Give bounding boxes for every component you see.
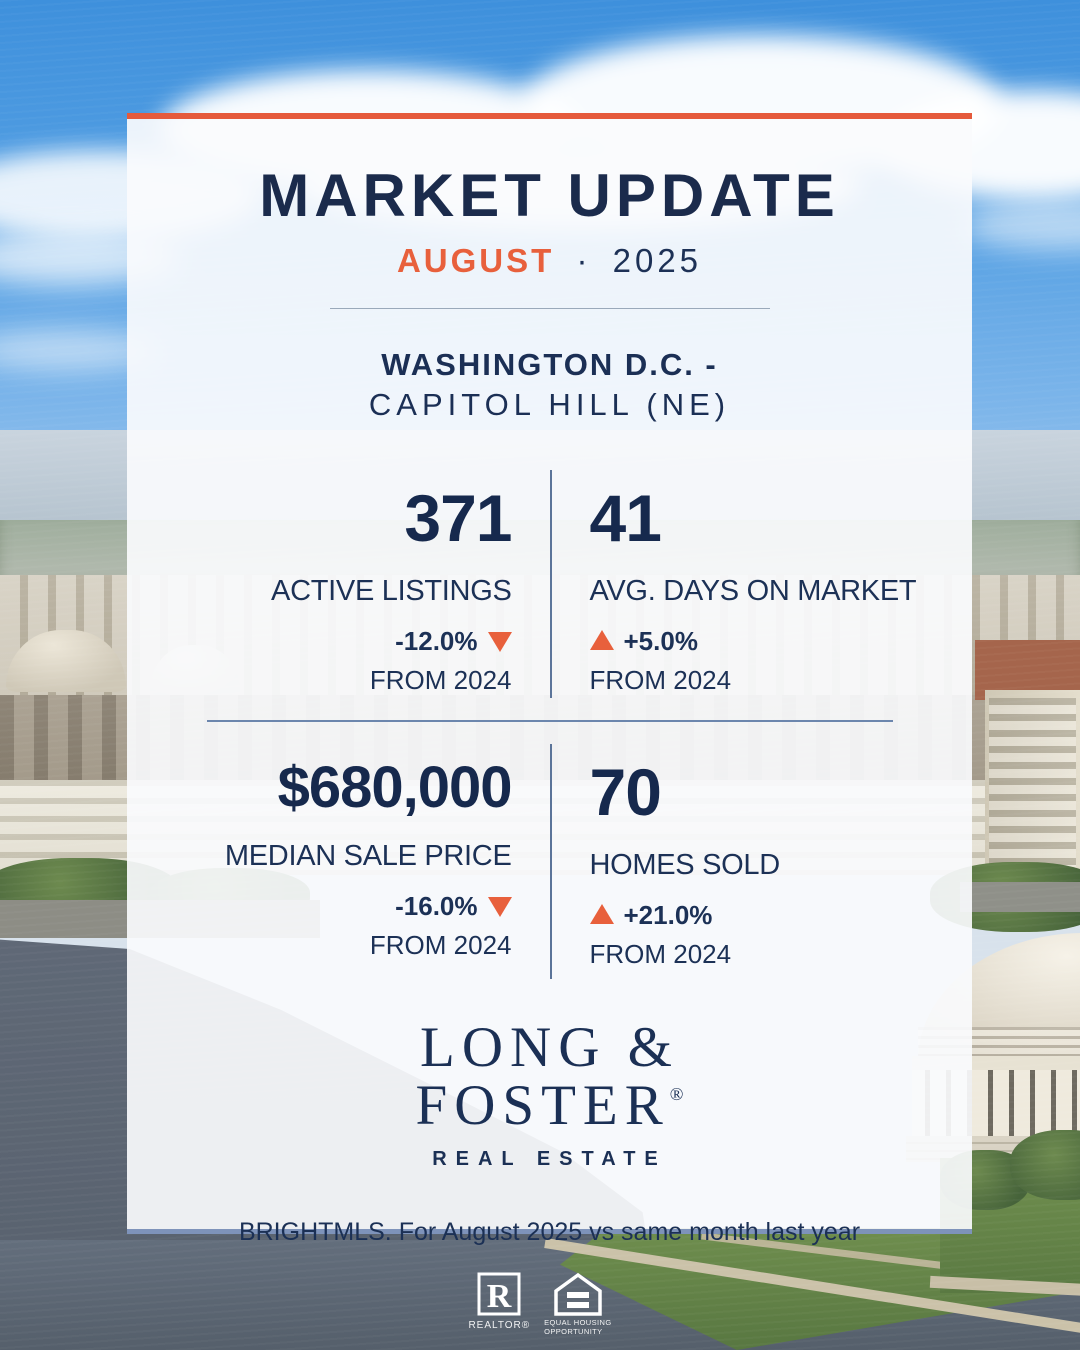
stat-comparison: FROM 2024 (589, 664, 732, 695)
down-triangle-icon (487, 897, 512, 918)
stat-change: -16.0% (127, 891, 512, 922)
stats-row-top: 371 ACTIVE LISTINGS -12.0% FROM 2024 41 … (127, 469, 973, 698)
stat-avg-days-on-market: 41 AVG. DAYS ON MARKET +5.0% FROM 2024 (549, 469, 973, 698)
stat-change: +21.0% (589, 899, 973, 931)
location-city: WASHINGTON D.C. - (381, 347, 718, 382)
report-period: AUGUST · 2025 (127, 242, 972, 280)
stat-label: MEDIAN SALE PRICE (224, 840, 512, 873)
stats-grid: 371 ACTIVE LISTINGS -12.0% FROM 2024 41 … (127, 469, 973, 979)
stat-value: 371 (404, 480, 512, 555)
stat-label: AVG. DAYS ON MARKET (589, 574, 917, 607)
market-location: WASHINGTON D.C. - CAPITOL HILL (NE) (127, 345, 972, 426)
stat-comparison: FROM 2024 (369, 664, 512, 695)
realtor-icon: R (477, 1272, 521, 1316)
stat-value: 41 (589, 480, 662, 555)
realtor-badge: R REALTOR® (468, 1272, 530, 1331)
office-building (985, 690, 1080, 885)
long-and-foster-logo: LONG & FOSTER® REAL ESTATE (127, 1015, 972, 1170)
stat-change-value: -16.0% (395, 891, 478, 922)
report-month: AUGUST (396, 242, 555, 279)
stat-comparison: FROM 2024 (589, 938, 732, 969)
compliance-badges: R REALTOR® EQUAL HOUSING OPPORTUNITY (0, 1272, 1080, 1336)
up-triangle-icon (589, 629, 614, 650)
page-title: MARKET UPDATE (259, 162, 840, 229)
realtor-label: REALTOR® (468, 1320, 531, 1331)
stat-change-value: -12.0% (395, 625, 478, 656)
stat-active-listings: 371 ACTIVE LISTINGS -12.0% FROM 2024 (127, 470, 550, 698)
tree-canopy (1010, 1130, 1080, 1200)
stats-row-bottom: $680,000 MEDIAN SALE PRICE -16.0% FROM 2… (127, 743, 973, 979)
stat-comparison: FROM 2024 (369, 930, 512, 961)
location-neighborhood: CAPITOL HILL (NE) (368, 387, 731, 423)
divider (206, 719, 893, 722)
registered-trademark: ® (669, 1083, 684, 1104)
market-update-card: MARKET UPDATE AUGUST · 2025 WASHINGTON D… (127, 113, 973, 1246)
stat-change: -12.0% (127, 626, 512, 657)
up-triangle-icon (589, 903, 614, 924)
equal-housing-badge: EQUAL HOUSING OPPORTUNITY (544, 1272, 611, 1336)
stat-change: +5.0% (589, 625, 973, 657)
equal-housing-label: EQUAL HOUSING OPPORTUNITY (544, 1318, 612, 1336)
data-source-note: BRIGHTMLS. For August 2025 vs same month… (238, 1218, 861, 1246)
report-year: 2025 (612, 242, 703, 279)
period-separator-dot: · (576, 242, 591, 279)
logo-tagline: REAL ESTATE (432, 1147, 667, 1170)
svg-text:R: R (487, 1278, 512, 1315)
divider (329, 308, 770, 309)
stat-value: $680,000 (277, 754, 513, 820)
stat-label: ACTIVE LISTINGS (271, 574, 512, 607)
stat-change-value: +21.0% (623, 899, 713, 930)
stat-homes-sold: 70 HOMES SOLD +21.0% FROM 2024 (549, 743, 973, 979)
equal-housing-icon (554, 1272, 602, 1316)
stat-median-sale-price: $680,000 MEDIAN SALE PRICE -16.0% FROM 2… (127, 744, 550, 979)
stat-change-value: +5.0% (623, 625, 698, 656)
logo-line-2: FOSTER® (415, 1073, 684, 1137)
stat-label: HOMES SOLD (589, 848, 781, 881)
logo-line-1: LONG & (420, 1015, 679, 1079)
street (960, 882, 1080, 912)
down-triangle-icon (487, 631, 512, 652)
stat-value: 70 (589, 754, 662, 829)
